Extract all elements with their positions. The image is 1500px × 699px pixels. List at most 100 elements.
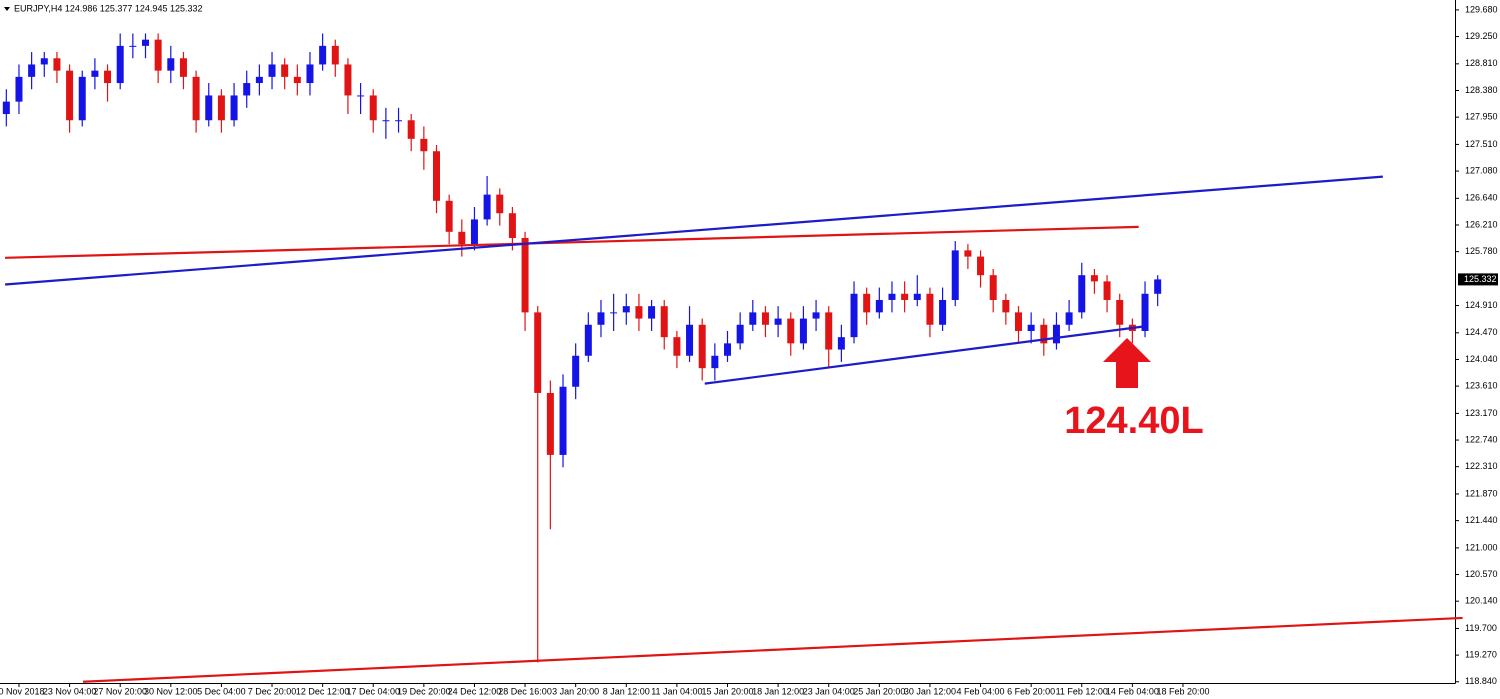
candle-body bbox=[40, 58, 48, 65]
candle-body bbox=[357, 95, 365, 97]
x-tick-label: 19 Dec 20:00 bbox=[397, 686, 451, 696]
y-tick-label: 127.950 bbox=[1465, 112, 1498, 122]
candle-body bbox=[255, 76, 263, 84]
x-tick-label: 4 Feb 04:00 bbox=[957, 686, 1005, 696]
candle-body bbox=[344, 64, 352, 96]
candle-body bbox=[736, 324, 744, 344]
x-tick-label: 3 Jan 20:00 bbox=[552, 686, 599, 696]
candle-body bbox=[761, 312, 769, 325]
candle-body bbox=[483, 194, 491, 220]
y-tick-label: 121.440 bbox=[1465, 515, 1498, 525]
y-tick-label: 123.170 bbox=[1465, 408, 1498, 418]
candle-body bbox=[129, 45, 137, 47]
candle-body bbox=[1027, 324, 1035, 331]
y-tick-label: 124.040 bbox=[1465, 354, 1498, 364]
candle-body bbox=[116, 45, 124, 84]
candle-body bbox=[2, 101, 10, 115]
x-tick-label: 20 Nov 2018 bbox=[0, 686, 45, 696]
candle-body bbox=[230, 95, 238, 121]
chart-title: EURJPY,H4 124.986 125.377 124.945 125.33… bbox=[14, 3, 203, 13]
candle-body bbox=[799, 318, 807, 344]
candle-body bbox=[433, 151, 440, 201]
candle-body bbox=[837, 337, 845, 350]
y-tick-label: 123.610 bbox=[1465, 380, 1498, 390]
candle-body bbox=[1040, 324, 1048, 344]
x-tick-label: 25 Jan 20:00 bbox=[853, 686, 905, 696]
candle-body bbox=[559, 386, 567, 455]
candle-body bbox=[901, 293, 909, 300]
candle-body bbox=[749, 312, 757, 325]
y-tick-label: 129.680 bbox=[1465, 4, 1498, 14]
x-tick-label: 6 Feb 20:00 bbox=[1007, 686, 1055, 696]
x-tick-label: 23 Jan 04:00 bbox=[803, 686, 855, 696]
candle-body bbox=[1154, 279, 1162, 294]
candle-body bbox=[179, 58, 187, 77]
candle-body bbox=[888, 293, 896, 300]
candle-body bbox=[154, 39, 162, 71]
x-tick-label: 18 Jan 12:00 bbox=[752, 686, 804, 696]
candle-body bbox=[1116, 299, 1124, 325]
candle-body bbox=[508, 213, 516, 238]
candle-body bbox=[167, 58, 175, 71]
x-tick-label: 5 Dec 04:00 bbox=[197, 686, 246, 696]
candle-body bbox=[711, 355, 719, 369]
trend-line bbox=[704, 325, 1143, 385]
candle-body bbox=[331, 45, 339, 65]
candle-body bbox=[1002, 299, 1010, 313]
candle-body bbox=[407, 120, 415, 139]
candle-body bbox=[15, 76, 23, 102]
y-tick-label: 128.380 bbox=[1465, 85, 1498, 95]
x-tick-label: 12 Dec 12:00 bbox=[296, 686, 350, 696]
candle-body bbox=[104, 70, 112, 84]
candle-body bbox=[812, 312, 820, 319]
x-tick-label: 23 Nov 04:00 bbox=[43, 686, 97, 696]
x-tick-label: 18 Feb 20:00 bbox=[1156, 686, 1209, 696]
y-tick-label: 126.640 bbox=[1465, 193, 1498, 203]
y-tick-label: 124.910 bbox=[1465, 300, 1498, 310]
candle-body bbox=[1141, 293, 1149, 331]
candle-body bbox=[306, 64, 314, 84]
x-tick-label: 27 Nov 20:00 bbox=[93, 686, 147, 696]
x-tick-label: 17 Dec 04:00 bbox=[346, 686, 400, 696]
x-tick-label: 28 Dec 16:00 bbox=[498, 686, 552, 696]
candle-body bbox=[470, 219, 478, 245]
candle-body bbox=[875, 299, 883, 313]
candle-body bbox=[1103, 281, 1111, 300]
candle-body bbox=[78, 76, 86, 121]
candle-body bbox=[1015, 312, 1022, 331]
x-tick-label: 7 Dec 20:00 bbox=[248, 686, 297, 696]
y-tick-label: 120.140 bbox=[1465, 596, 1498, 606]
candle-body bbox=[572, 355, 580, 387]
candle-body bbox=[546, 392, 554, 455]
x-tick-label: 30 Jan 12:00 bbox=[904, 686, 956, 696]
y-tick-label: 121.000 bbox=[1465, 542, 1498, 552]
candle-body bbox=[445, 200, 453, 232]
x-tick-label: 30 Nov 12:00 bbox=[144, 686, 198, 696]
x-tick-label: 14 Feb 04:00 bbox=[1106, 686, 1159, 696]
candle-body bbox=[496, 194, 504, 214]
x-tick-label: 15 Jan 20:00 bbox=[701, 686, 753, 696]
x-tick-label: 8 Jan 12:00 bbox=[603, 686, 650, 696]
candle-body bbox=[395, 120, 403, 122]
y-tick-label: 129.250 bbox=[1465, 31, 1498, 41]
candle-body bbox=[686, 324, 694, 356]
candle-body bbox=[584, 324, 592, 356]
candle-body bbox=[951, 250, 959, 300]
y-tick-label: 121.870 bbox=[1465, 488, 1498, 498]
candle-body bbox=[369, 95, 377, 121]
candle-body bbox=[66, 70, 74, 121]
candle-body bbox=[420, 138, 428, 152]
candle-body bbox=[28, 64, 36, 77]
candle-body bbox=[597, 312, 605, 325]
candle-body bbox=[622, 306, 630, 313]
y-tick-label: 118.840 bbox=[1465, 676, 1497, 686]
trend-line bbox=[5, 225, 1139, 259]
arrow-annotation bbox=[1103, 338, 1151, 388]
candle-body bbox=[293, 76, 301, 84]
candle-body bbox=[989, 275, 997, 300]
candle-body bbox=[660, 306, 668, 338]
candle-body bbox=[787, 318, 795, 344]
candle-body bbox=[913, 293, 921, 300]
y-tick-label: 126.210 bbox=[1465, 219, 1498, 229]
